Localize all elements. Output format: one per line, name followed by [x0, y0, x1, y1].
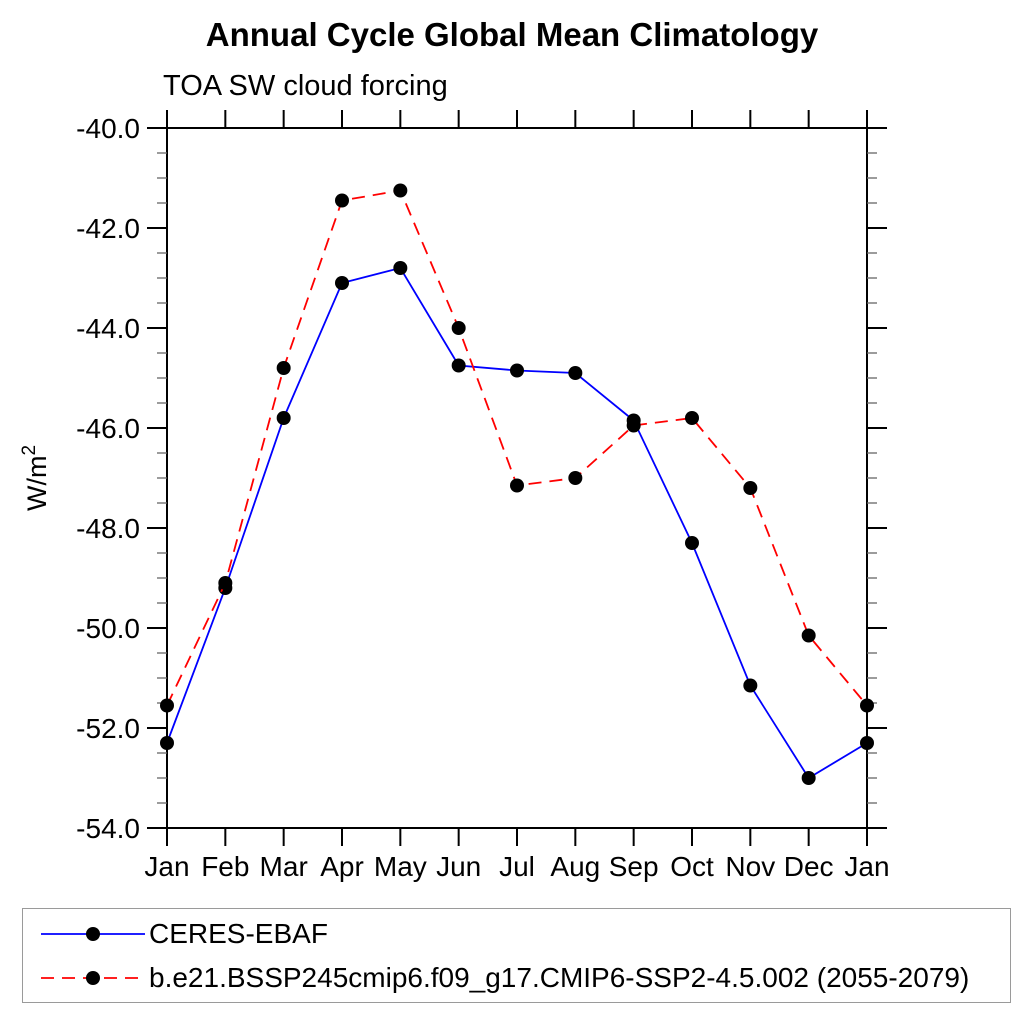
x-tick-label: Aug — [550, 851, 600, 882]
data-point-marker — [276, 411, 291, 425]
legend-sample-red-dashed-line — [41, 970, 145, 985]
x-tick-label: Mar — [260, 851, 308, 882]
y-tick-label: -54.0 — [76, 813, 140, 844]
x-tick-label: Jul — [499, 851, 535, 882]
series-model — [160, 183, 874, 713]
legend-label-model: b.e21.BSSP245cmip6.f09_g17.CMIP6-SSP2-4.… — [149, 961, 970, 993]
y-tick-label: -50.0 — [76, 613, 140, 644]
plot-frame — [166, 127, 868, 829]
data-point-marker — [743, 481, 758, 495]
legend-marker-circle — [86, 970, 100, 985]
data-point-marker — [451, 321, 466, 335]
legend-item-model: b.e21.BSSP245cmip6.f09_g17.CMIP6-SSP2-4.… — [39, 956, 1010, 1000]
x-tick-label: Jan — [144, 851, 189, 882]
y-tick-label: -48.0 — [76, 513, 140, 544]
y-tick-label: -46.0 — [76, 413, 140, 444]
data-point-marker — [685, 536, 699, 550]
data-point-marker — [568, 471, 583, 485]
data-point-marker — [743, 678, 758, 693]
legend-sample-blue-solid-line — [41, 926, 145, 941]
data-point-marker — [860, 698, 874, 713]
data-point-marker — [801, 771, 816, 785]
data-point-marker — [218, 576, 233, 590]
x-tick-label: Apr — [320, 851, 364, 882]
data-point-marker — [335, 193, 349, 208]
series-line — [166, 266, 868, 780]
series-line — [166, 189, 868, 707]
legend-item-ceres-ebaf: CERES-EBAF — [39, 912, 1010, 956]
x-tick-label: Jun — [436, 851, 481, 882]
series-ceres-ebaf — [160, 261, 874, 785]
data-point-marker — [393, 183, 408, 198]
data-point-marker — [393, 261, 408, 275]
data-point-marker — [568, 366, 583, 380]
y-axis-title: W/m2 — [19, 445, 52, 511]
chart-subtitle: TOA SW cloud forcing — [163, 70, 448, 102]
y-tick-label: -44.0 — [76, 313, 140, 344]
x-tick-label: Jan — [844, 851, 889, 882]
data-point-marker — [801, 628, 816, 643]
x-tick-label: Feb — [201, 851, 249, 882]
data-point-marker — [451, 358, 466, 373]
x-tick-label: Oct — [670, 851, 714, 882]
data-point-marker — [335, 276, 349, 290]
data-point-marker — [276, 361, 291, 375]
x-tick-label: Sep — [609, 851, 659, 882]
data-point-marker — [685, 411, 699, 425]
x-tick-label: Dec — [784, 851, 834, 882]
x-tick-label: Nov — [725, 851, 775, 882]
data-point-marker — [510, 363, 524, 378]
y-tick-label: -52.0 — [76, 713, 140, 744]
chart-title: Annual Cycle Global Mean Climatology — [205, 16, 819, 53]
legend: CERES-EBAF b.e21.BSSP245cmip6.f09_g17.CM… — [22, 908, 1011, 1003]
data-point-marker — [160, 736, 174, 750]
x-tick-label: May — [374, 851, 427, 882]
y-axis-ticks: -40.0 -42.0 -44.0 -46.0 -48.0 -50.0 -52.0 -54.0 — [76, 113, 887, 844]
data-point-marker — [510, 478, 524, 493]
legend-label-ceres-ebaf: CERES-EBAF — [149, 917, 328, 949]
y-tick-label: -40.0 — [76, 113, 140, 144]
data-point-marker — [626, 418, 641, 433]
data-point-marker — [860, 736, 874, 750]
x-axis-ticks: Jan Feb Mar Apr May Jun Jul Aug Sep Oct Nov Dec Jan — [144, 110, 890, 882]
y-tick-label: -42.0 — [76, 213, 140, 244]
y-axis-title-superscript: 2 — [19, 445, 40, 456]
legend-marker-circle — [86, 926, 100, 941]
data-point-marker — [160, 698, 174, 713]
